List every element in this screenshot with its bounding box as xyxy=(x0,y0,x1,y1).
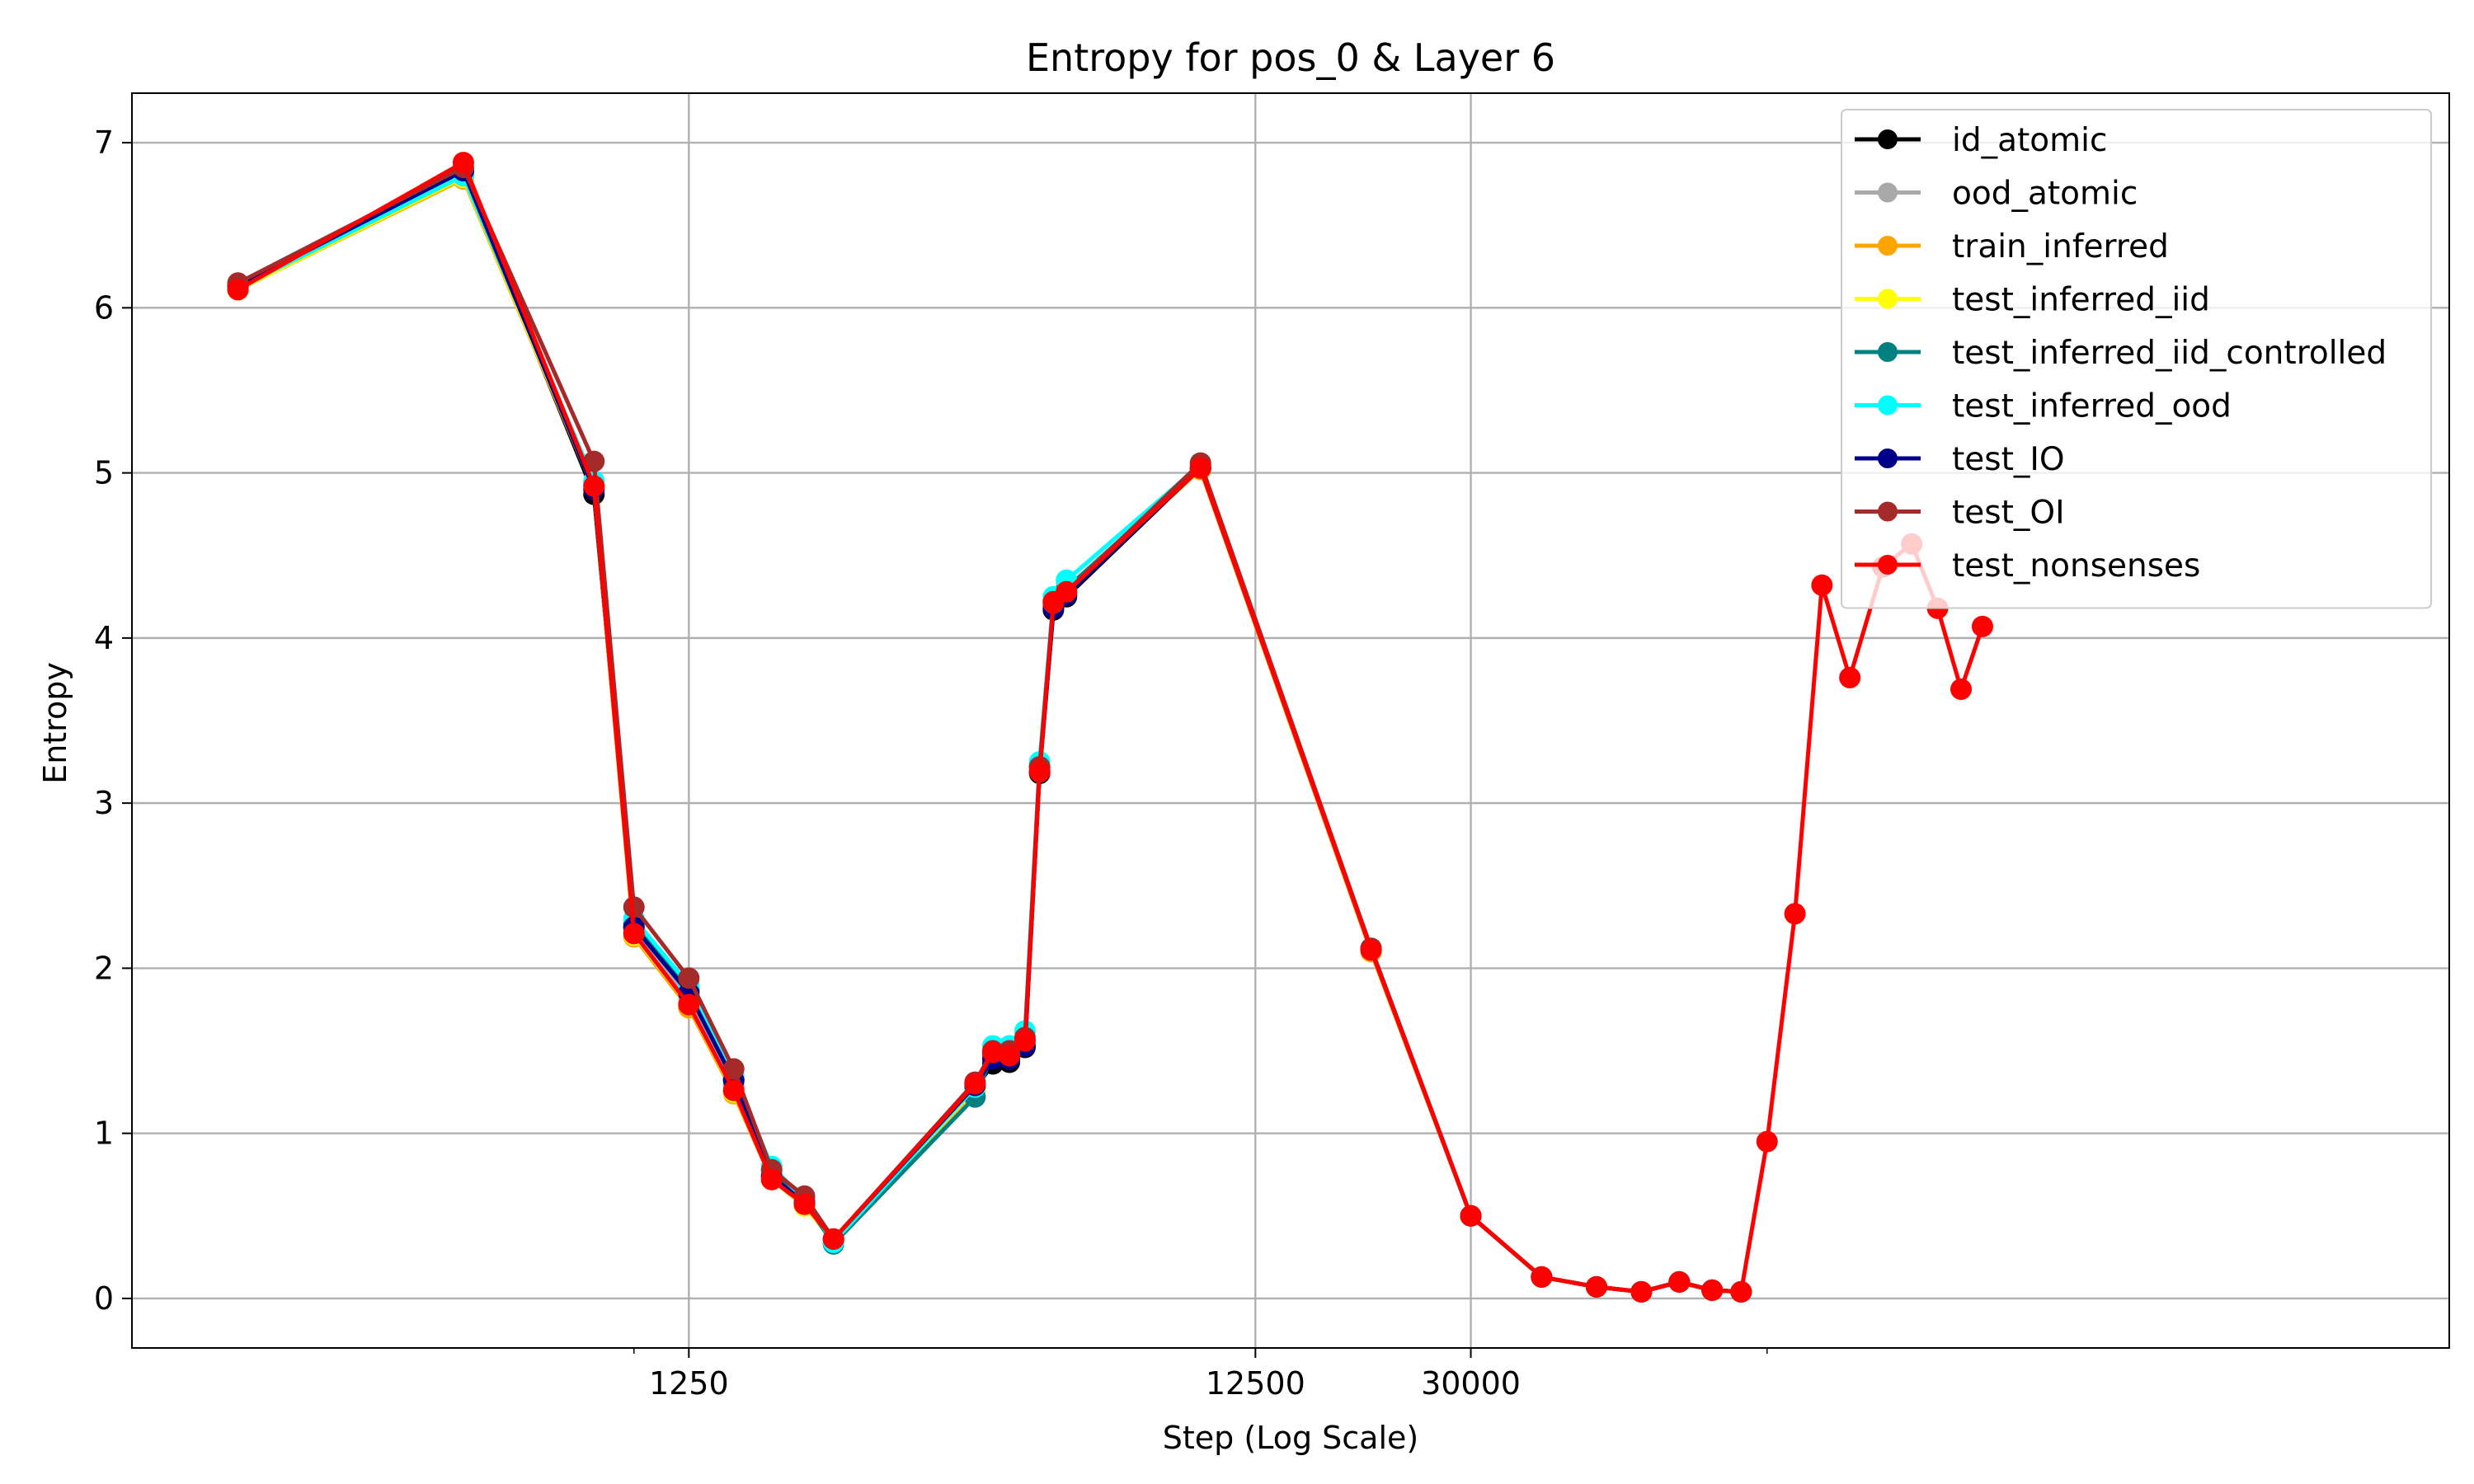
legend-item: test_inferred_iid xyxy=(1855,282,2210,319)
axes: 0 1 2 3 4 5 6 7 1250 12500 30000 xyxy=(94,124,1768,1402)
data-point xyxy=(1531,1266,1553,1288)
legend-marker xyxy=(1878,448,1898,468)
data-point xyxy=(981,1041,1004,1064)
data-point xyxy=(1971,615,1993,637)
legend-label: ood_atomic xyxy=(1952,176,2138,213)
data-point xyxy=(583,475,605,497)
grid xyxy=(132,93,2449,1348)
y-tick-label: 3 xyxy=(94,785,114,821)
data-point xyxy=(1668,1270,1691,1293)
data-point xyxy=(583,450,605,472)
y-tick-label: 2 xyxy=(94,950,114,986)
x-tick-label: 30000 xyxy=(1421,1365,1521,1402)
data-point xyxy=(822,1228,844,1250)
x-tick-label: 1250 xyxy=(649,1365,729,1402)
data-point xyxy=(1839,666,1861,688)
data-point xyxy=(623,896,645,918)
legend-label: test_nonsenses xyxy=(1952,547,2200,585)
data-point xyxy=(1189,457,1211,479)
y-tick-label: 5 xyxy=(94,455,114,491)
data-point xyxy=(678,993,700,1016)
legend-label: test_IO xyxy=(1952,441,2065,478)
data-point xyxy=(227,279,249,301)
legend-label: test_inferred_iid_controlled xyxy=(1952,335,2387,372)
data-point xyxy=(1028,761,1051,783)
legend-marker xyxy=(1878,129,1898,149)
y-tick-label: 7 xyxy=(94,124,114,161)
data-point xyxy=(1360,939,1382,961)
data-point xyxy=(964,1073,986,1095)
data-point xyxy=(999,1045,1021,1067)
data-point xyxy=(722,1058,745,1080)
data-point xyxy=(1784,903,1806,925)
data-point xyxy=(1756,1130,1778,1153)
legend-label: train_inferred xyxy=(1952,228,2169,265)
data-point xyxy=(623,923,645,945)
legend-marker xyxy=(1878,182,1898,203)
legend-marker xyxy=(1878,236,1898,256)
legend-item: id_atomic xyxy=(1855,122,2107,159)
legend-marker xyxy=(1878,395,1898,416)
data-point xyxy=(722,1079,745,1101)
data-point xyxy=(1630,1280,1653,1303)
legend-box xyxy=(1841,109,2432,609)
legend: id_atomic ood_atomic train_inferred test_in… xyxy=(1841,109,2432,609)
data-point xyxy=(452,152,474,174)
legend-marker xyxy=(1878,555,1898,575)
data-point xyxy=(1460,1205,1482,1227)
y-tick-label: 4 xyxy=(94,620,114,656)
legend-marker xyxy=(1878,501,1898,522)
legend-label: test_inferred_ood xyxy=(1952,388,2232,425)
plot-frame xyxy=(131,92,2450,1349)
x-tick-label: 12500 xyxy=(1206,1365,1305,1402)
chart-title: Entropy for pos_0 & Layer 6 xyxy=(1026,35,1555,80)
legend-label: test_inferred_iid xyxy=(1952,282,2210,319)
data-point xyxy=(1950,678,1973,700)
legend-item: ood_atomic xyxy=(1855,176,2138,213)
legend-item: test_nonsenses xyxy=(1855,547,2200,585)
legend-item: test_inferred_iid_controlled xyxy=(1855,335,2387,372)
y-axis-label: Entropy xyxy=(37,662,73,784)
legend-marker xyxy=(1878,342,1898,362)
data-point xyxy=(1056,580,1078,603)
data-point xyxy=(678,967,700,989)
legend-item: test_IO xyxy=(1855,441,2065,478)
legend-label: id_atomic xyxy=(1952,122,2107,159)
data-point xyxy=(1014,1030,1036,1052)
data-point xyxy=(760,1168,783,1190)
data-point xyxy=(1811,574,1833,596)
legend-label: test_OI xyxy=(1952,495,2065,532)
data-point xyxy=(1701,1279,1724,1301)
data-point xyxy=(1730,1280,1752,1303)
legend-item: test_inferred_ood xyxy=(1855,388,2232,425)
legend-marker xyxy=(1878,289,1898,309)
y-tick-label: 0 xyxy=(94,1280,114,1317)
legend-item: train_inferred xyxy=(1855,228,2169,265)
data-point xyxy=(793,1193,816,1215)
series-layer xyxy=(227,152,1993,1303)
x-axis-label: Step (Log Scale) xyxy=(1163,1420,1418,1456)
series-line xyxy=(237,160,1985,1294)
data-point xyxy=(1585,1275,1607,1298)
y-tick-label: 1 xyxy=(94,1115,114,1152)
y-tick-label: 6 xyxy=(94,289,114,326)
legend-item: test_OI xyxy=(1855,495,2065,532)
